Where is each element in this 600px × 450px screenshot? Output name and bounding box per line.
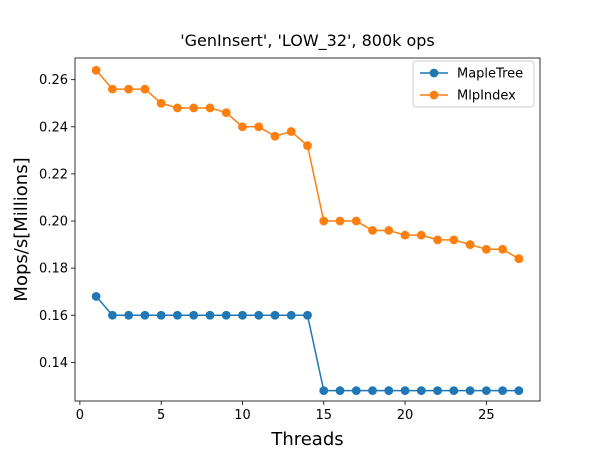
data-point-mlpindex bbox=[351, 216, 361, 226]
data-point-mapletree bbox=[351, 386, 361, 396]
data-point-mlpindex bbox=[221, 108, 231, 118]
data-point-mapletree bbox=[368, 386, 377, 396]
data-point-mlpindex bbox=[433, 235, 442, 245]
series-mlpindex bbox=[91, 65, 524, 264]
data-point-mapletree bbox=[286, 310, 296, 320]
data-point-mapletree bbox=[173, 310, 182, 320]
data-point-mlpindex bbox=[124, 84, 134, 94]
data-point-mlpindex bbox=[205, 103, 215, 113]
y-tick-label: 0.14 bbox=[39, 356, 68, 371]
x-tick-label: 0 bbox=[76, 408, 84, 423]
axes: 0 5 10 15 20 25 0.14 0.16 0.18 0.20 0.22 0.24 0.26 bbox=[39, 57, 541, 423]
data-point-mapletree bbox=[156, 310, 166, 320]
data-point-mapletree bbox=[498, 386, 507, 396]
data-point-mlpindex bbox=[416, 230, 426, 240]
data-point-mlpindex bbox=[303, 141, 312, 151]
data-point-mlpindex bbox=[514, 254, 524, 264]
data-point-mlpindex bbox=[140, 84, 150, 94]
y-tick-label: 0.20 bbox=[39, 215, 68, 230]
legend-marker-mlpindex bbox=[429, 90, 439, 100]
x-tick-label: 15 bbox=[315, 408, 332, 423]
x-tick-label: 5 bbox=[157, 408, 165, 423]
data-point-mapletree bbox=[384, 386, 394, 396]
data-point-mapletree bbox=[108, 310, 117, 320]
x-tick-label: 25 bbox=[478, 408, 495, 423]
chart-title: 'GenInsert', 'LOW_32', 800k ops bbox=[180, 31, 435, 51]
legend: MapleTree MlpIndex bbox=[412, 60, 535, 108]
data-point-mlpindex bbox=[319, 216, 329, 226]
plot-area bbox=[91, 65, 524, 396]
data-point-mapletree bbox=[91, 292, 101, 301]
data-point-mlpindex bbox=[254, 122, 264, 132]
data-point-mapletree bbox=[205, 310, 215, 320]
data-point-mapletree bbox=[514, 386, 524, 396]
legend-label-mlpindex: MlpIndex bbox=[457, 89, 516, 104]
data-point-mlpindex bbox=[368, 226, 377, 235]
x-tick-label: 20 bbox=[397, 408, 414, 423]
data-point-mlpindex bbox=[400, 230, 410, 240]
data-point-mapletree bbox=[433, 386, 442, 396]
y-axis-label: Mops/s[Millions] bbox=[11, 157, 32, 301]
y-tick-label: 0.18 bbox=[39, 262, 68, 277]
data-point-mlpindex bbox=[449, 235, 459, 245]
y-tick-label: 0.22 bbox=[39, 167, 68, 182]
x-axis-label: Threads bbox=[270, 429, 343, 450]
data-point-mapletree bbox=[416, 386, 426, 396]
legend-item-mlpindex: MlpIndex bbox=[420, 89, 516, 104]
axes-frame bbox=[74, 57, 541, 402]
x-tick-label: 10 bbox=[234, 408, 251, 423]
y-tick-label: 0.24 bbox=[39, 120, 68, 135]
legend-label-mapletree: MapleTree bbox=[457, 67, 523, 82]
y-tick-label: 0.26 bbox=[39, 73, 68, 88]
legend-item-mapletree: MapleTree bbox=[420, 67, 523, 82]
data-point-mapletree bbox=[238, 310, 247, 320]
data-point-mapletree bbox=[140, 310, 150, 320]
data-point-mapletree bbox=[465, 386, 475, 396]
data-point-mapletree bbox=[124, 310, 134, 320]
data-point-mlpindex bbox=[481, 244, 491, 254]
data-point-mlpindex bbox=[238, 122, 247, 132]
data-point-mapletree bbox=[335, 386, 345, 396]
data-point-mlpindex bbox=[189, 103, 199, 113]
data-point-mlpindex bbox=[498, 244, 507, 254]
data-point-mapletree bbox=[254, 310, 264, 320]
data-point-mlpindex bbox=[384, 226, 394, 235]
data-point-mlpindex bbox=[270, 131, 280, 141]
legend-marker-mapletree bbox=[429, 68, 439, 78]
data-point-mapletree bbox=[449, 386, 459, 396]
data-point-mlpindex bbox=[173, 103, 182, 113]
data-point-mlpindex bbox=[335, 216, 345, 226]
data-point-mlpindex bbox=[286, 127, 296, 136]
data-point-mapletree bbox=[303, 310, 312, 320]
data-point-mlpindex bbox=[108, 84, 117, 94]
data-point-mlpindex bbox=[91, 65, 101, 75]
data-point-mapletree bbox=[221, 310, 231, 320]
data-point-mapletree bbox=[270, 310, 280, 320]
series-mapletree bbox=[91, 292, 524, 396]
data-point-mapletree bbox=[400, 386, 410, 396]
y-tick-label: 0.16 bbox=[39, 309, 68, 324]
data-point-mlpindex bbox=[156, 98, 166, 108]
data-point-mapletree bbox=[189, 310, 199, 320]
data-point-mapletree bbox=[319, 386, 329, 396]
data-point-mapletree bbox=[481, 386, 491, 396]
data-point-mlpindex bbox=[465, 240, 475, 249]
